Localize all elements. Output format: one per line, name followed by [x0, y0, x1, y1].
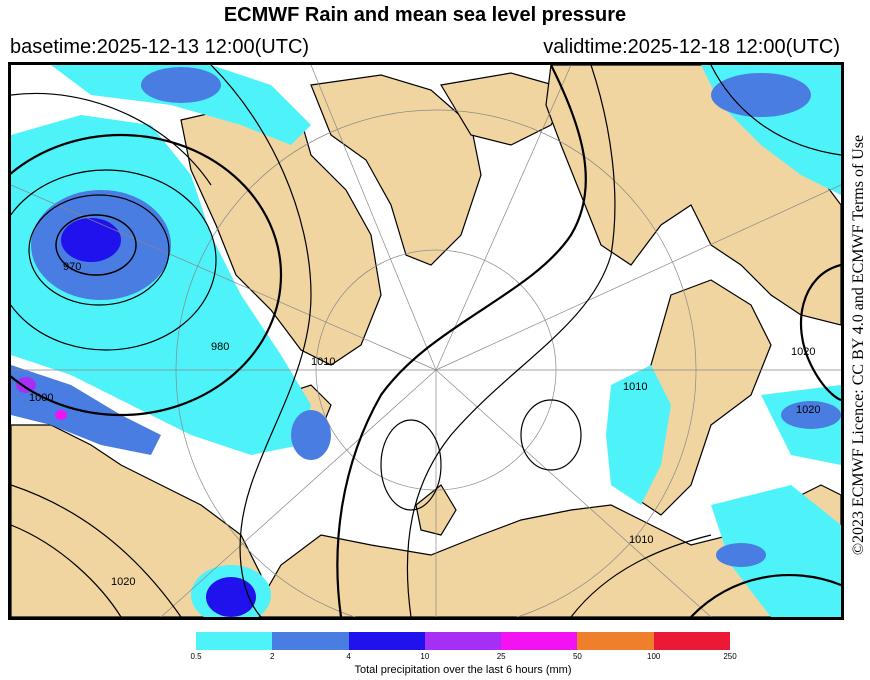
colorbar-tick-label: 100	[647, 652, 661, 661]
precip-magenta-spot	[55, 410, 67, 420]
colorbar-ticks: 0.5 2 4 10 25 50 100 250	[190, 652, 736, 664]
basetime-label: basetime:2025-12-13 12:00(UTC)	[10, 36, 310, 58]
siberia-land	[250, 484, 841, 617]
licence-text: ©2023 ECMWF Licence: CC BY 4.0 and ECMWF…	[850, 134, 868, 556]
precip-svalbard	[291, 410, 331, 460]
precip-bottom-right-heavy	[716, 543, 766, 567]
contour-label: 1010	[311, 356, 335, 368]
isobar-curve-9	[11, 92, 212, 186]
colorbar-label: Total precipitation over the last 6 hour…	[354, 664, 572, 676]
isobar-curve-3	[406, 65, 616, 617]
precip-bottom-left-heavy	[206, 577, 256, 617]
isobar-curve-5	[11, 484, 182, 617]
colorbar-tick-label: 50	[572, 652, 582, 661]
precip-low-center-inner	[61, 218, 121, 262]
colorbar-swatch	[348, 632, 425, 650]
contour-labels: 970 980 1010 1000 1020 1010 1020 1010 10…	[29, 261, 820, 588]
colorbar	[196, 632, 730, 650]
meridian-4	[435, 369, 712, 617]
colorbar-swatch	[577, 632, 654, 650]
colorbar-tick-label: 25	[496, 652, 506, 661]
contour-label: 980	[211, 341, 229, 353]
precip-purple-spot	[16, 377, 36, 393]
precip-top-left	[51, 65, 311, 145]
colorbar-tick-label: 0.5	[190, 652, 202, 661]
isobar-curve-7	[690, 574, 841, 617]
meridian-1	[310, 65, 437, 371]
contour-label: 970	[63, 261, 81, 273]
isobar-low-1	[55, 214, 137, 276]
meridian-2	[435, 65, 572, 371]
isobar-curve-6	[11, 524, 122, 617]
colorbar-swatch	[653, 632, 730, 650]
meridian-6	[11, 184, 437, 371]
meridian-3	[160, 369, 437, 617]
canadian-archipelago-land	[310, 74, 482, 266]
colorbar-tick-label: 2	[270, 652, 275, 661]
arctic-islands-land	[440, 72, 572, 146]
colorbar-tick-label: 4	[346, 652, 351, 661]
isobar-curve-4	[799, 263, 841, 402]
precip-top-right-heavy	[711, 73, 811, 117]
contour-label: 1000	[29, 392, 53, 404]
isobar-layer	[11, 65, 841, 617]
europe-land	[11, 424, 262, 617]
isobar-curve-2	[336, 65, 587, 617]
contour-label: 1010	[629, 534, 653, 546]
contour-label: 1020	[791, 346, 815, 358]
isobar-low-3	[11, 169, 217, 351]
isobar-low-2	[28, 194, 170, 306]
colorbar-tick-label: 10	[420, 652, 430, 661]
precip-norway-band	[11, 365, 161, 455]
isobar-curve-1	[210, 65, 312, 617]
colorbar-swatch	[196, 632, 273, 650]
greenland-land	[180, 104, 382, 366]
isobar-curve-8	[570, 534, 712, 617]
isobar-curve-10	[710, 65, 841, 156]
isobar-closed-1	[380, 419, 442, 511]
colorbar-swatch	[272, 632, 349, 650]
precip-bottom-right	[711, 485, 841, 617]
isobar-closed-2	[520, 399, 582, 471]
contour-label: 1020	[796, 404, 820, 416]
colorbar-swatch	[501, 632, 578, 650]
precip-pacific-band	[606, 365, 671, 505]
colorbar-tick-label: 250	[723, 652, 737, 661]
chart-title: ECMWF Rain and mean sea level pressure	[223, 4, 627, 26]
colorbar-swatch	[424, 632, 502, 650]
validtime-label: validtime:2025-12-18 12:00(UTC)	[543, 36, 840, 58]
licence-text-container: ©2023 ECMWF Licence: CC BY 4.0 and ECMWF…	[848, 80, 870, 610]
contour-label: 1010	[623, 381, 647, 393]
precip-top-left-heavy	[141, 67, 221, 103]
map-svg: 970 980 1010 1000 1020 1010 1020 1010 10…	[11, 65, 841, 617]
isobar-low-4	[11, 133, 283, 417]
map-frame: 970 980 1010 1000 1020 1010 1020 1010 10…	[8, 62, 844, 620]
contour-label: 1020	[111, 576, 135, 588]
meridian-7	[435, 184, 841, 371]
precip-right-heavy	[781, 401, 841, 429]
